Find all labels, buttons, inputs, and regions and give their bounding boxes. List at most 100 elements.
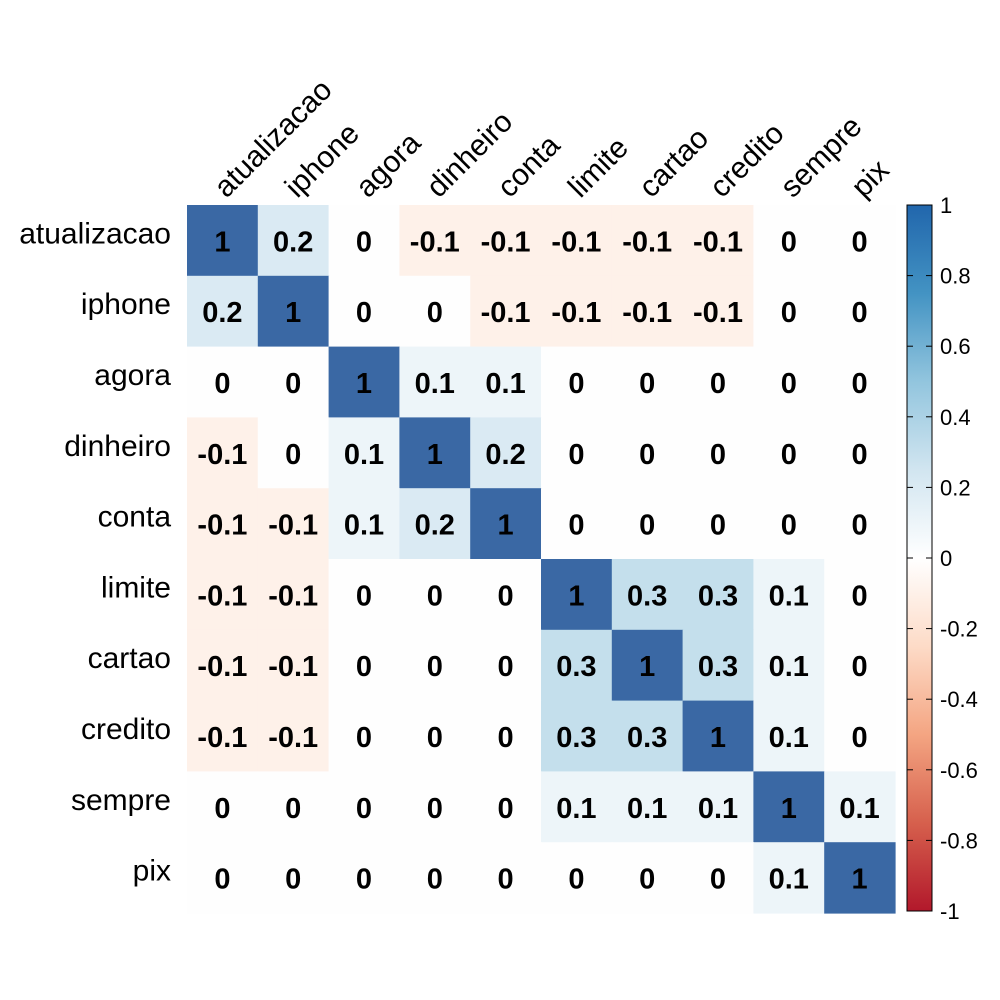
heatmap-cell [187, 488, 259, 560]
cell-value-label: 0 [639, 439, 655, 471]
heatmap-cell [257, 629, 330, 702]
cell-value-label: 0 [498, 580, 514, 612]
cell-value-label: -0.1 [197, 722, 247, 754]
cell-value-label: 0 [285, 368, 301, 400]
cell-value-label: -0.1 [622, 226, 672, 258]
heatmap-cell [328, 417, 400, 489]
cell-value-label: 0.1 [769, 651, 809, 683]
heatmap-cell [541, 205, 613, 277]
cell-value-label: 0 [781, 510, 797, 542]
heatmap-cell [187, 842, 259, 914]
cell-value-label: 0.1 [769, 864, 809, 896]
cell-value-label: 0 [427, 297, 443, 329]
cell-value-label: 0 [710, 439, 726, 471]
heatmap-cell [753, 205, 825, 277]
cell-value-label: 0 [852, 510, 868, 542]
heatmap-cell [824, 842, 896, 914]
heatmap-cell [541, 700, 613, 772]
cell-value-label: 0 [781, 439, 797, 471]
heatmap-cell [824, 488, 896, 560]
heatmap-cell [753, 771, 825, 843]
cell-value-label: -0.1 [410, 226, 460, 258]
cell-value-label: -0.1 [268, 510, 318, 542]
heatmap-cell [470, 488, 542, 560]
heatmap-cell [541, 275, 613, 348]
heatmap-cell [470, 842, 542, 914]
cell-value-label: 0.1 [769, 722, 809, 754]
row-labels: atualizacao iphone agora dinheiro conta limit… [19, 217, 171, 887]
cell-value-label: 1 [356, 368, 372, 400]
heatmap-cell [611, 700, 684, 772]
heatmap-cell [682, 346, 754, 418]
cell-value-label: 0.3 [698, 580, 738, 612]
heatmap-cell [682, 842, 754, 914]
cell-value-label: 0 [781, 226, 797, 258]
heatmap-cell [328, 842, 400, 914]
cell-value-label: 0 [427, 651, 443, 683]
cell-value-label: -0.1 [693, 226, 743, 258]
heatmap-cell [824, 417, 896, 489]
cell-value-label: -0.1 [693, 297, 743, 329]
cell-value-label: 0 [356, 651, 372, 683]
heatmap-cell [611, 275, 684, 348]
column-label: pix [845, 153, 895, 203]
heatmap-cell [187, 771, 259, 843]
heatmap-cell [682, 771, 754, 843]
column-labels: atualizacaoiphoneagoradinheirocontalimit… [208, 73, 896, 204]
cell-value-label: 0.3 [627, 580, 667, 612]
heatmap-cell [682, 700, 754, 772]
cell-value-label: 0 [639, 368, 655, 400]
heatmap-cell [541, 417, 613, 489]
cell-value-label: 1 [639, 651, 655, 683]
cell-value-label: 0 [852, 439, 868, 471]
cell-value-label: 0.1 [344, 439, 384, 471]
heatmap-cell [541, 346, 613, 418]
cell-value-label: 0 [214, 864, 230, 896]
cell-value-label: -0.1 [551, 297, 601, 329]
heatmap-cell [257, 346, 330, 418]
cell-value-label: 1 [498, 510, 514, 542]
cell-value-label: 0.3 [556, 651, 596, 683]
cell-value-label: 0 [427, 722, 443, 754]
cell-value-label: 1 [852, 864, 868, 896]
heatmap-cell [611, 559, 684, 631]
heatmap-cells [187, 205, 896, 914]
column-label: limite [562, 131, 635, 204]
heatmap-cell [257, 700, 330, 772]
cell-value-label: -0.1 [268, 580, 318, 612]
heatmap-cell [328, 205, 400, 277]
heatmap-cell [470, 417, 542, 489]
heatmap-cell [187, 417, 259, 489]
heatmap-cell [753, 275, 825, 348]
cell-value-label: -0.1 [197, 510, 247, 542]
cell-value-label: 0.2 [415, 510, 455, 542]
heatmap-cell [824, 771, 896, 843]
heatmap-cell [399, 771, 471, 843]
heatmap-cell [470, 771, 542, 843]
colorbar-tick-label: 0.8 [940, 264, 971, 289]
row-label: sempre [71, 784, 171, 817]
row-label: dinheiro [64, 430, 171, 463]
cell-value-label: 0 [427, 793, 443, 825]
heatmap-cell [541, 488, 613, 560]
heatmap-cell [328, 771, 400, 843]
cell-value-label: 0 [427, 580, 443, 612]
heatmap-cell [611, 346, 684, 418]
cell-value-label: 0 [852, 651, 868, 683]
cell-value-label: 0.1 [485, 368, 525, 400]
colorbar-tick-label: -0.4 [940, 687, 978, 712]
cell-value-label: 0.1 [769, 580, 809, 612]
heatmap-cell [328, 275, 400, 348]
row-label: pix [133, 855, 171, 888]
heatmap-cell [470, 346, 542, 418]
heatmap-cell [824, 629, 896, 702]
cell-value-label: 0 [852, 297, 868, 329]
heatmap-cell [399, 346, 471, 418]
colorbar-tick-label: 1 [940, 193, 952, 218]
heatmap-cell [399, 417, 471, 489]
cell-value-label: 0 [710, 368, 726, 400]
heatmap-cell [257, 417, 330, 489]
cell-value-label: 0.1 [839, 793, 879, 825]
cell-value-label: 0 [710, 510, 726, 542]
cell-value-label: 0 [214, 368, 230, 400]
